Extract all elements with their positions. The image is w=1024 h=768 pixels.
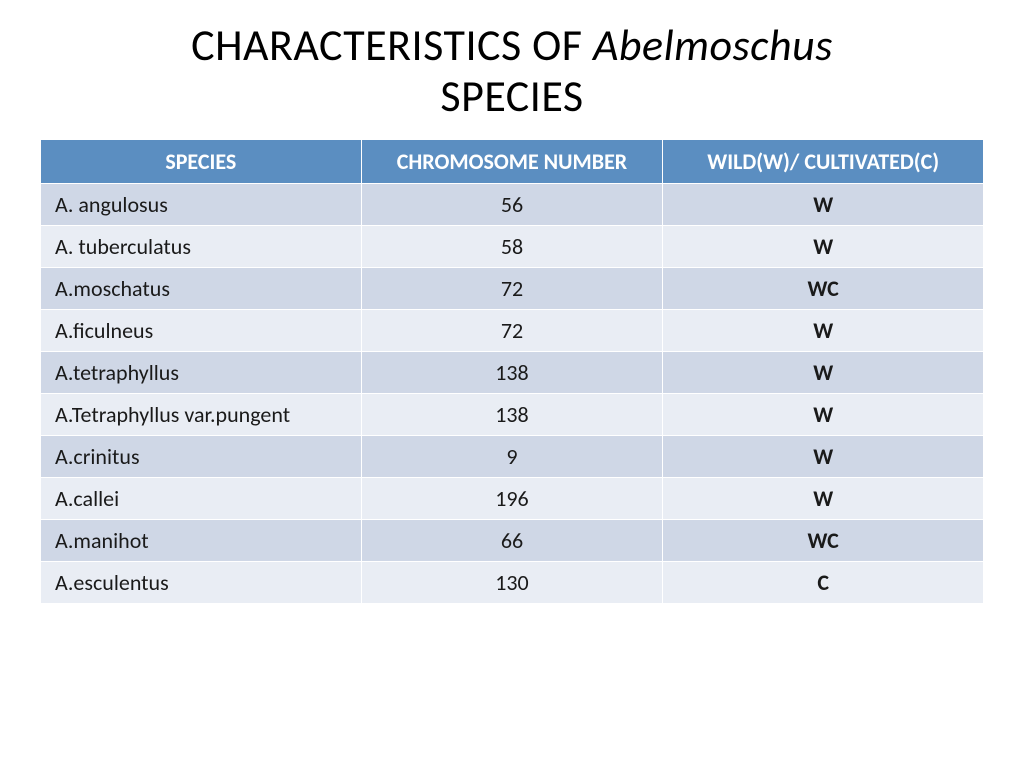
species-table: SPECIES CHROMOSOME NUMBER WILD(W)/ CULTI… (40, 139, 984, 604)
col-status: WILD(W)/ CULTIVATED(C) (663, 140, 984, 184)
table-body: A. angulosus56W A. tuberculatus58W A.mos… (41, 184, 984, 604)
table-row: A. tuberculatus58W (41, 226, 984, 268)
cell-chrom: 9 (361, 436, 663, 478)
cell-chrom: 130 (361, 562, 663, 604)
col-species: SPECIES (41, 140, 362, 184)
cell-status: WC (663, 268, 984, 310)
cell-status: C (663, 562, 984, 604)
cell-status: W (663, 226, 984, 268)
table-row: A.callei196W (41, 478, 984, 520)
cell-species: A.tetraphyllus (41, 352, 362, 394)
cell-status: W (663, 394, 984, 436)
slide: CHARACTERISTICS OF Abelmoschus SPECIES S… (0, 0, 1024, 768)
table-row: A.moschatus72WC (41, 268, 984, 310)
cell-chrom: 56 (361, 184, 663, 226)
table-row: A.manihot66WC (41, 520, 984, 562)
title-italic: Abelmoschus (593, 18, 833, 72)
cell-status: WC (663, 520, 984, 562)
title-post: SPECIES (440, 69, 583, 123)
cell-species: A.callei (41, 478, 362, 520)
title-pre: CHARACTERISTICS OF (191, 18, 593, 72)
cell-chrom: 72 (361, 268, 663, 310)
cell-chrom: 138 (361, 394, 663, 436)
cell-species: A. angulosus (41, 184, 362, 226)
cell-status: W (663, 436, 984, 478)
table-row: A.crinitus9W (41, 436, 984, 478)
table-row: A.tetraphyllus138W (41, 352, 984, 394)
cell-status: W (663, 352, 984, 394)
table-header-row: SPECIES CHROMOSOME NUMBER WILD(W)/ CULTI… (41, 140, 984, 184)
cell-species: A.crinitus (41, 436, 362, 478)
cell-species: A.ficulneus (41, 310, 362, 352)
table-row: A.ficulneus72W (41, 310, 984, 352)
cell-status: W (663, 310, 984, 352)
cell-chrom: 66 (361, 520, 663, 562)
cell-species: A.moschatus (41, 268, 362, 310)
cell-chrom: 196 (361, 478, 663, 520)
page-title: CHARACTERISTICS OF Abelmoschus SPECIES (40, 20, 984, 121)
cell-species: A.manihot (41, 520, 362, 562)
cell-status: W (663, 478, 984, 520)
cell-chrom: 138 (361, 352, 663, 394)
cell-species: A.Tetraphyllus var.pungent (41, 394, 362, 436)
table-row: A.Tetraphyllus var.pungent138W (41, 394, 984, 436)
cell-chrom: 58 (361, 226, 663, 268)
col-chromosome: CHROMOSOME NUMBER (361, 140, 663, 184)
table-row: A.esculentus130C (41, 562, 984, 604)
table-row: A. angulosus56W (41, 184, 984, 226)
cell-status: W (663, 184, 984, 226)
cell-species: A. tuberculatus (41, 226, 362, 268)
cell-chrom: 72 (361, 310, 663, 352)
cell-species: A.esculentus (41, 562, 362, 604)
